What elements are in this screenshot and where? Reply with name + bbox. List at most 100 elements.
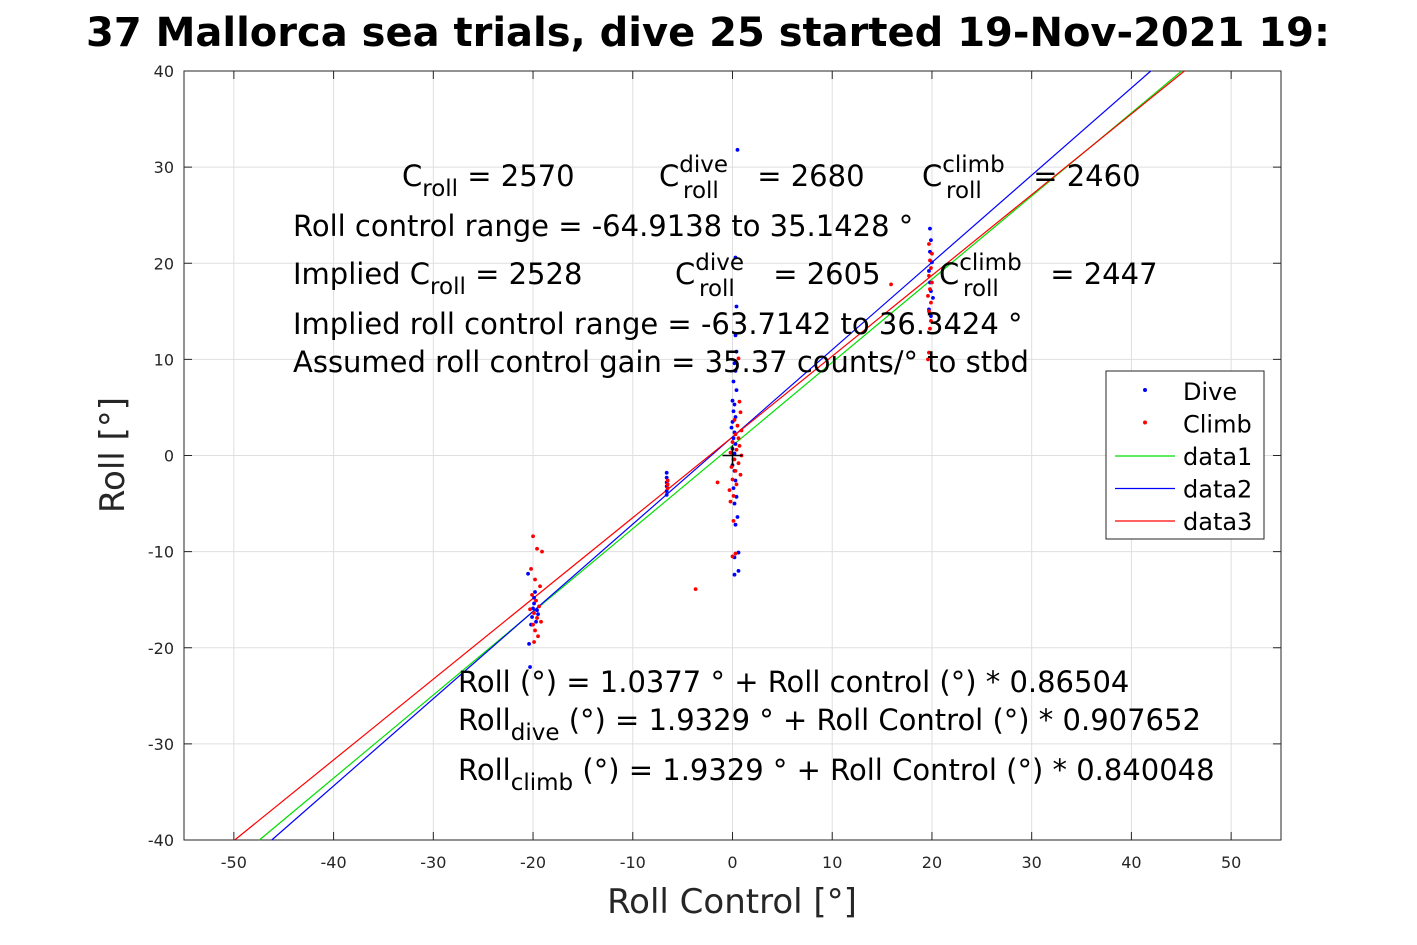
data-point-climb [535, 616, 539, 620]
data-point-dive [733, 255, 738, 260]
data-point-climb [736, 461, 741, 466]
x-tick-label: 20 [922, 853, 942, 872]
data-point-climb [928, 287, 932, 292]
y-tick-label: -30 [148, 735, 174, 754]
data-point-climb [533, 577, 537, 582]
data-point-dive [734, 494, 739, 499]
data-point-climb [727, 488, 732, 493]
legend-label-dive: Dive [1183, 378, 1237, 406]
data-point-dive [528, 665, 532, 669]
data-point-dive [731, 379, 736, 384]
data-point-climb [928, 258, 932, 263]
x-tick-label: -10 [620, 853, 646, 872]
data-point-dive [734, 388, 739, 393]
data-point-climb [930, 251, 934, 256]
data-point-dive [734, 304, 739, 309]
data-point-climb [738, 410, 743, 415]
data-point-dive [664, 475, 669, 480]
legend-marker-climb [1143, 420, 1147, 425]
data-point-climb [533, 628, 537, 633]
data-point-dive [735, 147, 740, 152]
data-point-climb [927, 242, 931, 246]
data-point-dive [733, 522, 738, 527]
c-roll-dive-label: Cdive roll = 2680 [659, 152, 865, 204]
data-point-climb [733, 468, 738, 473]
chart-title: 37 Mallorca sea trials, dive 25 started … [86, 10, 1330, 56]
x-tick-label: 50 [1221, 853, 1241, 872]
x-tick-label: -20 [520, 853, 546, 872]
y-tick-label: -10 [148, 543, 174, 562]
data-point-climb [927, 350, 931, 355]
y-tick-label: -40 [148, 831, 174, 850]
data-point-dive [733, 369, 738, 373]
x-tick-label: 30 [1022, 853, 1042, 872]
x-tick-label: 0 [727, 853, 737, 872]
data-point-dive [732, 402, 737, 407]
y-tick-label: 40 [154, 62, 174, 81]
data-point-dive [730, 398, 735, 403]
data-point-climb [732, 457, 737, 462]
data-point-climb [734, 482, 739, 487]
data-point-climb [730, 477, 735, 482]
data-point-dive [526, 571, 530, 576]
data-point-climb [731, 518, 736, 523]
fit-equation-all: Roll (°) = 1.0377 ° + Roll control (°) *… [458, 665, 1129, 699]
data-point-climb [737, 399, 742, 404]
x-tick-label: -30 [420, 853, 446, 872]
data-point-dive [531, 606, 535, 611]
data-point-climb [928, 326, 932, 331]
data-point-climb [539, 619, 543, 624]
data-points [526, 147, 935, 669]
data-point-dive [734, 349, 739, 354]
implied-c-roll-dive-label: Cdive roll = 2605 [675, 250, 881, 302]
data-point-climb [530, 592, 534, 597]
fit-lines [234, 70, 1185, 841]
c-roll-climb-label: Cclimb roll = 2460 [922, 152, 1141, 204]
x-tick-label: 40 [1121, 853, 1141, 872]
x-axis-label: Roll Control [°] [607, 882, 857, 922]
data-point-climb [734, 447, 739, 452]
data-point-climb [732, 418, 737, 422]
data-point-climb [730, 440, 735, 444]
data-point-dive [733, 442, 738, 446]
data-point-climb [532, 611, 536, 616]
data-point-dive [732, 572, 737, 577]
data-point-dive [729, 425, 734, 430]
data-point-dive [731, 409, 736, 414]
data-point-climb [737, 443, 742, 448]
data-point-dive [731, 436, 736, 441]
legend-label-climb: Climb [1183, 411, 1252, 439]
legend: Dive Climb data1 data2 data3 [1105, 370, 1265, 540]
data-point-climb [540, 549, 544, 554]
fit-equation-climb: Rollclimb (°) = 1.9329 ° + Roll Control … [458, 753, 1215, 796]
axis-ticks: -50 -40 -30 -20 -10 0 10 20 30 40 50 -40 -30 -20 -10 0 1… [148, 62, 1281, 872]
data-point-climb [531, 534, 535, 539]
data-point-climb [735, 423, 740, 428]
data-point-climb [929, 266, 933, 270]
data-point-dive [929, 238, 933, 243]
data-point-climb [930, 280, 934, 285]
data-point-dive [533, 590, 537, 594]
data-point-dive [733, 333, 738, 338]
data-point-climb [665, 478, 670, 483]
data-point-climb [730, 554, 735, 559]
data-point-climb [729, 465, 734, 469]
data-point-dive [535, 608, 539, 613]
fit-equation-dive: Rolldive (°) = 1.9329 ° + Roll Control (… [458, 703, 1201, 746]
data-point-dive [929, 314, 933, 319]
data-point-dive [733, 415, 738, 419]
data-point-dive [532, 595, 536, 600]
y-tick-label: 20 [154, 254, 174, 273]
fit-line-data2 [271, 70, 1152, 841]
data-point-dive [736, 568, 741, 573]
legend-label-data2: data2 [1183, 476, 1252, 504]
x-tick-label: -50 [221, 853, 247, 872]
data-point-climb [693, 587, 698, 592]
data-point-climb [736, 436, 741, 441]
data-point-dive [731, 486, 736, 491]
crosshair [722, 445, 743, 466]
data-point-dive [732, 501, 737, 506]
legend-marker-dive [1143, 388, 1147, 392]
data-point-dive [733, 478, 738, 483]
